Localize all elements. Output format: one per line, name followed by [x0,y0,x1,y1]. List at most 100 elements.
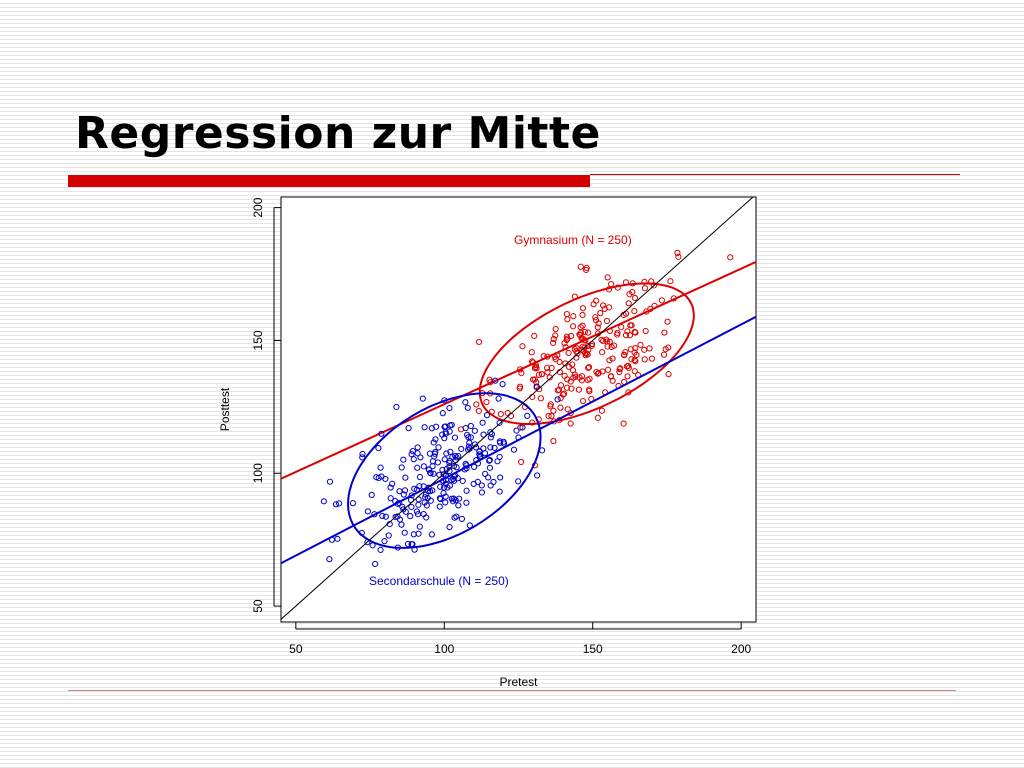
data-point [476,451,483,458]
data-point [674,249,681,256]
data-point [658,297,665,304]
title-accent-rule [590,174,960,175]
data-point [479,419,486,426]
data-point [529,419,536,426]
data-point [550,437,557,445]
data-point [458,445,465,453]
data-point [458,515,466,523]
data-point [436,495,444,502]
data-point [467,422,474,430]
data-point [631,356,638,364]
data-point [326,556,333,563]
data-point [446,428,453,435]
data-point [579,311,586,319]
data-point [544,369,551,376]
data-point [585,364,593,371]
data-point [583,264,590,271]
data-point [375,444,382,452]
data-point [567,409,574,417]
data-point [642,327,649,335]
data-point [408,492,415,499]
data-point [648,355,656,362]
data-point [616,366,623,373]
data-point [581,328,588,336]
data-point [379,512,386,520]
data-point [557,404,564,411]
data-point [452,452,459,459]
data-point [378,430,385,437]
data-point [555,386,563,393]
data-point [470,480,477,488]
data-point [402,508,409,515]
data-point [609,355,616,362]
data-point [567,378,574,385]
data-point [606,357,613,364]
data-point [594,324,601,331]
data-point [478,489,486,496]
data-point [564,335,571,342]
data-point [548,364,555,372]
data-point [459,477,466,485]
data-point [579,397,587,405]
data-point [448,421,455,429]
data-point [413,508,421,515]
data-point [464,404,471,411]
data-point [410,456,417,463]
data-point [524,412,531,419]
x-tick-label: 150 [583,642,603,656]
data-point [497,474,504,481]
data-point [492,377,499,384]
data-point [567,420,574,427]
data-point [432,448,439,456]
data-point [398,521,405,528]
data-point [513,427,520,434]
data-point [629,288,636,296]
data-point [534,472,541,479]
data-point [598,336,605,343]
data-point [631,294,639,302]
footer-rule [68,690,956,691]
data-point [665,371,672,378]
data-point [564,406,571,413]
data-point [442,499,449,506]
data-point [660,351,668,358]
data-point [632,345,639,352]
data-point [594,414,601,421]
data-point [455,502,462,509]
data-point [632,358,639,365]
data-point [571,371,578,378]
data-point [624,328,631,335]
data-point [387,484,394,491]
data-point [447,448,454,455]
data-point [439,431,446,438]
data-point [485,474,492,481]
data-point [568,385,575,392]
data-point [411,485,418,492]
data-point [359,450,366,458]
data-point [487,482,494,489]
data-point [578,377,585,384]
data-point [320,498,327,505]
data-point [604,274,611,281]
data-point [349,500,357,507]
data-point [408,503,415,511]
data-point [569,323,577,330]
data-point [625,364,632,371]
data-point [437,483,444,490]
data-point [604,366,612,373]
data-point [475,407,482,415]
data-point [407,513,414,520]
data-point [594,370,601,377]
data-point [496,439,504,446]
data-point [478,482,485,489]
data-point [564,316,571,323]
data-point [661,329,668,336]
data-point [625,300,632,307]
data-point [470,463,478,470]
data-point [577,329,585,336]
data-point [519,343,526,350]
data-point [628,322,635,329]
data-point [537,395,544,402]
data-point [662,346,669,353]
